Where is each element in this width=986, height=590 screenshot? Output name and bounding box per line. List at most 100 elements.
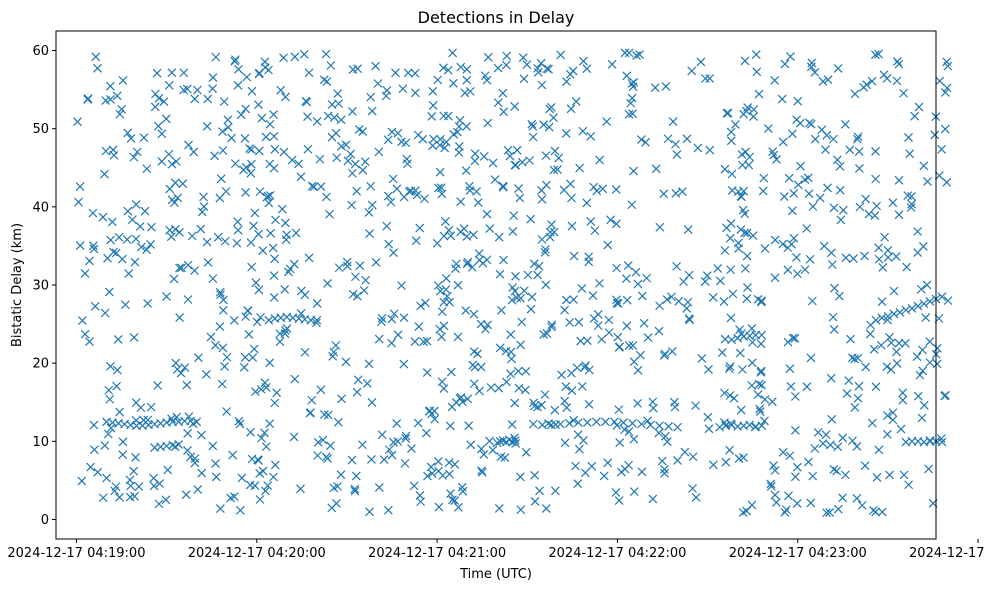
data-point <box>290 52 300 62</box>
data-point <box>234 64 243 74</box>
data-point <box>347 455 357 465</box>
data-point <box>488 445 498 455</box>
data-point <box>146 402 156 412</box>
data-point <box>519 286 529 296</box>
data-point <box>545 227 555 237</box>
data-point <box>871 315 881 325</box>
data-point <box>882 429 892 439</box>
data-point <box>318 435 328 445</box>
data-point <box>510 286 520 296</box>
x-tick-label: 2024-12-17 04:22:00 <box>548 546 686 561</box>
data-point <box>622 71 632 81</box>
data-point <box>828 134 838 144</box>
data-point <box>90 301 100 311</box>
data-point <box>307 181 317 191</box>
data-point <box>828 312 838 322</box>
data-point <box>100 169 109 179</box>
data-point <box>202 237 212 247</box>
data-point <box>260 486 270 496</box>
data-point <box>560 305 569 315</box>
data-point <box>633 279 643 289</box>
data-point <box>412 190 422 200</box>
data-point <box>935 76 945 86</box>
data-point <box>835 161 845 171</box>
data-point <box>806 119 816 129</box>
data-point <box>333 481 342 491</box>
data-point <box>470 149 480 159</box>
x-tick-label: 2024-12-17 04:24:00 <box>909 546 986 561</box>
data-point <box>849 254 858 264</box>
data-point <box>296 309 306 318</box>
data-point <box>180 363 190 372</box>
data-point <box>648 403 658 413</box>
data-point <box>877 297 887 307</box>
data-point <box>550 486 560 496</box>
data-point <box>627 79 637 88</box>
data-point <box>334 263 344 273</box>
data-point <box>436 183 446 193</box>
data-point <box>333 89 343 99</box>
data-point <box>870 211 880 220</box>
data-point <box>631 267 641 277</box>
data-point <box>453 280 463 290</box>
data-point <box>659 351 669 360</box>
data-point <box>663 134 673 144</box>
data-point <box>733 333 743 343</box>
data-point <box>503 145 513 155</box>
data-point <box>246 238 256 247</box>
data-point <box>867 76 877 86</box>
data-point <box>823 183 832 193</box>
data-point <box>153 381 163 390</box>
data-point <box>870 50 880 60</box>
data-point <box>359 286 369 295</box>
data-point <box>106 235 115 245</box>
data-point <box>178 179 188 189</box>
data-point <box>861 194 871 204</box>
data-point <box>233 225 243 235</box>
data-point <box>672 261 682 271</box>
data-point <box>414 322 424 331</box>
data-point <box>771 498 781 507</box>
data-point <box>832 466 842 476</box>
data-point <box>174 440 184 449</box>
data-point <box>680 447 690 457</box>
data-point <box>833 442 843 452</box>
data-point <box>878 263 888 272</box>
data-point <box>688 452 698 462</box>
data-point <box>254 229 263 239</box>
data-point <box>747 381 757 390</box>
data-point <box>901 305 911 315</box>
data-point <box>886 338 896 348</box>
data-point <box>142 164 152 174</box>
data-point <box>742 506 751 516</box>
data-point <box>517 317 527 327</box>
data-point <box>347 168 357 178</box>
data-point <box>641 137 650 147</box>
data-point <box>233 80 243 90</box>
data-point <box>265 119 275 129</box>
data-point <box>161 114 171 124</box>
data-point <box>516 293 526 303</box>
data-point <box>409 481 419 491</box>
data-point <box>423 471 432 481</box>
data-point <box>883 311 893 321</box>
data-point <box>113 334 123 344</box>
data-point <box>567 368 576 378</box>
data-point <box>637 467 647 477</box>
data-point <box>353 64 362 74</box>
data-point <box>577 284 587 293</box>
y-axis: 0 10 20 30 40 50 60 <box>32 44 56 528</box>
data-point <box>840 470 850 480</box>
data-point <box>75 241 85 251</box>
data-point <box>724 364 734 374</box>
data-point <box>407 444 416 453</box>
data-point <box>914 102 924 112</box>
data-point <box>874 49 883 59</box>
data-point <box>269 131 279 141</box>
data-point <box>770 273 780 283</box>
data-point <box>736 405 746 415</box>
data-point <box>602 117 612 126</box>
data-point <box>754 89 764 99</box>
data-point <box>210 151 219 161</box>
data-point <box>171 358 181 368</box>
